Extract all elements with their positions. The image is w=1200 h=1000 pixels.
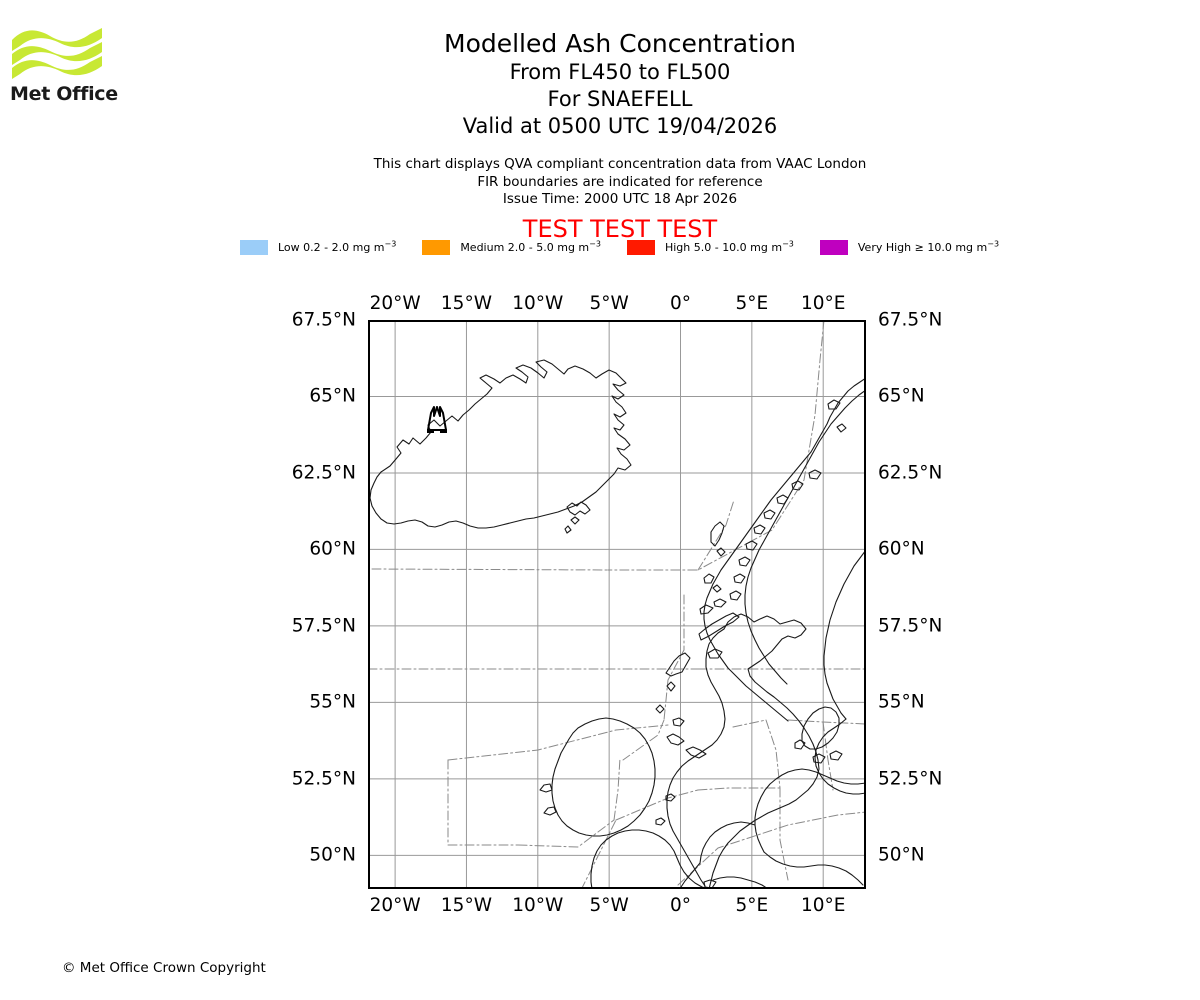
title-flight-levels: From FL450 to FL500	[509, 60, 731, 84]
volcano-marker[interactable]	[427, 406, 447, 433]
concentration-legend: Low 0.2 - 2.0 mg m−3 Medium 2.0 - 5.0 mg …	[240, 240, 1000, 255]
legend-swatch-0	[240, 240, 268, 255]
lon-label-top-3: 5°W	[589, 293, 629, 314]
legend-label-3: Very High ≥ 10.0 mg m−3	[857, 239, 1000, 254]
lat-label-right-5: 55°N	[878, 691, 925, 713]
lon-label-top-4: 0°	[669, 293, 691, 314]
lon-label-bottom-2: 10°W	[512, 895, 564, 916]
note-qva: This chart displays QVA compliant concen…	[373, 156, 867, 172]
map-plot-area[interactable]	[368, 320, 866, 889]
lon-label-top-1: 15°W	[440, 293, 492, 314]
lon-label-top-5: 5°E	[735, 293, 769, 314]
lat-label-right-3: 60°N	[878, 538, 925, 560]
lon-label-bottom-1: 15°W	[440, 895, 492, 916]
lat-label-right-6: 52.5°N	[878, 768, 943, 790]
lon-label-bottom-3: 5°W	[589, 895, 629, 916]
lat-label-right-0: 67.5°N	[878, 309, 943, 331]
graticule-grid	[368, 320, 866, 889]
legend-swatch-3	[819, 240, 848, 255]
lon-label-bottom-0: 20°W	[369, 895, 421, 916]
lat-label-left-5: 55°N	[309, 691, 356, 713]
lon-label-top-2: 10°W	[512, 293, 564, 314]
chart-notes-block: This chart displays QVA compliant concen…	[200, 156, 1040, 209]
lat-label-right-4: 57.5°N	[878, 615, 943, 637]
legend-label-1: Medium 2.0 - 5.0 mg m−3	[460, 239, 601, 254]
fir-boundaries	[368, 320, 866, 889]
lat-label-left-4: 57.5°N	[291, 615, 356, 637]
test-banner: TEST TEST TEST	[522, 215, 718, 243]
lat-label-right-2: 62.5°N	[878, 462, 943, 484]
legend-item-0: Low 0.2 - 2.0 mg m−3	[240, 240, 396, 255]
lat-label-left-2: 62.5°N	[291, 462, 356, 484]
legend-label-2: High 5.0 - 10.0 mg m−3	[664, 239, 794, 254]
met-office-wave-mark	[12, 28, 102, 79]
copyright-notice: © Met Office Crown Copyright	[62, 960, 266, 976]
chart-title-block: Modelled Ash Concentration From FL450 to…	[200, 28, 1040, 140]
legend-item-2: High 5.0 - 10.0 mg m−3	[626, 239, 794, 255]
lat-label-right-1: 65°N	[878, 385, 925, 407]
legend-swatch-2	[626, 240, 655, 255]
legend-swatch-1	[422, 240, 451, 255]
lat-label-left-6: 52.5°N	[291, 768, 356, 790]
lat-label-left-7: 50°N	[309, 844, 356, 866]
legend-item-1: Medium 2.0 - 5.0 mg m−3	[422, 240, 601, 255]
map-canvas[interactable]	[368, 320, 866, 889]
lon-label-top-0: 20°W	[369, 293, 421, 314]
title-valid-time: Valid at 0500 UTC 19/04/2026	[462, 114, 778, 138]
lat-label-left-3: 60°N	[309, 538, 356, 560]
lon-label-top-6: 10°E	[800, 293, 846, 314]
legend-label-0: Low 0.2 - 2.0 mg m−3	[278, 239, 397, 254]
title-volcano: For SNAEFELL	[547, 87, 693, 111]
coastlines	[369, 359, 866, 889]
lon-label-bottom-6: 10°E	[800, 895, 846, 916]
met-office-logo-text: Met Office	[10, 83, 118, 105]
lat-label-right-7: 50°N	[878, 844, 925, 866]
lon-label-bottom-4: 0°	[669, 895, 691, 916]
lat-label-left-0: 67.5°N	[291, 309, 356, 331]
note-issue-time: Issue Time: 2000 UTC 18 Apr 2026	[502, 191, 738, 207]
page-title: Modelled Ash Concentration	[444, 29, 796, 58]
lat-label-left-1: 65°N	[309, 385, 356, 407]
lon-label-bottom-5: 5°E	[735, 895, 769, 916]
met-office-logo: Met Office	[10, 24, 120, 114]
legend-item-3: Very High ≥ 10.0 mg m−3	[819, 239, 1000, 255]
note-fir: FIR boundaries are indicated for referen…	[477, 173, 763, 190]
